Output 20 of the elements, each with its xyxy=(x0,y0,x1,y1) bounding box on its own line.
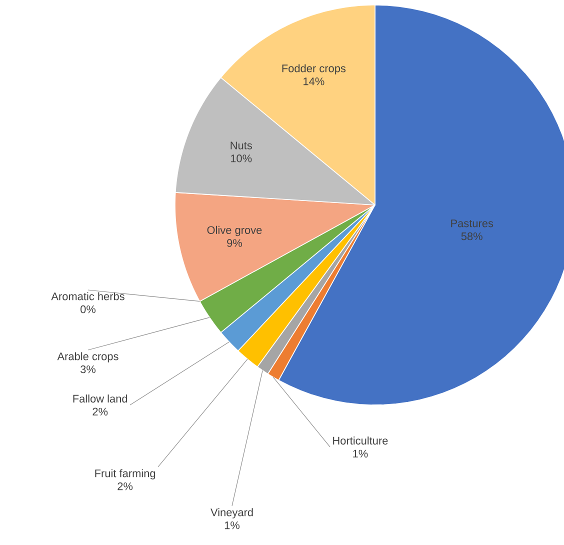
data-label: 58% xyxy=(461,232,482,240)
slice-label: Olive grove xyxy=(207,226,262,236)
data-label: 3% xyxy=(80,365,96,374)
data-label: 10% xyxy=(230,154,252,162)
slice-label: Fruit farming xyxy=(95,469,156,480)
text: 0% xyxy=(80,305,96,314)
slice-label: Fallow land xyxy=(73,394,128,403)
slice-label: Arable crops xyxy=(57,352,118,362)
data-label: 1% xyxy=(353,450,368,458)
slice-label: Nuts xyxy=(230,142,252,150)
slice-label: Horticulture xyxy=(333,436,388,445)
data-label: 1% xyxy=(224,521,240,530)
data-label: 9% xyxy=(227,239,242,247)
data-label: 14% xyxy=(304,78,324,86)
data-label: 2% xyxy=(92,408,108,416)
category-label: Aromatic herbs xyxy=(51,292,124,300)
slice-label: Vineyard xyxy=(210,508,253,518)
slice-label: Pastures xyxy=(451,220,494,228)
slice-label: Fodder crops xyxy=(282,64,346,74)
data-label: 2% xyxy=(118,482,133,490)
